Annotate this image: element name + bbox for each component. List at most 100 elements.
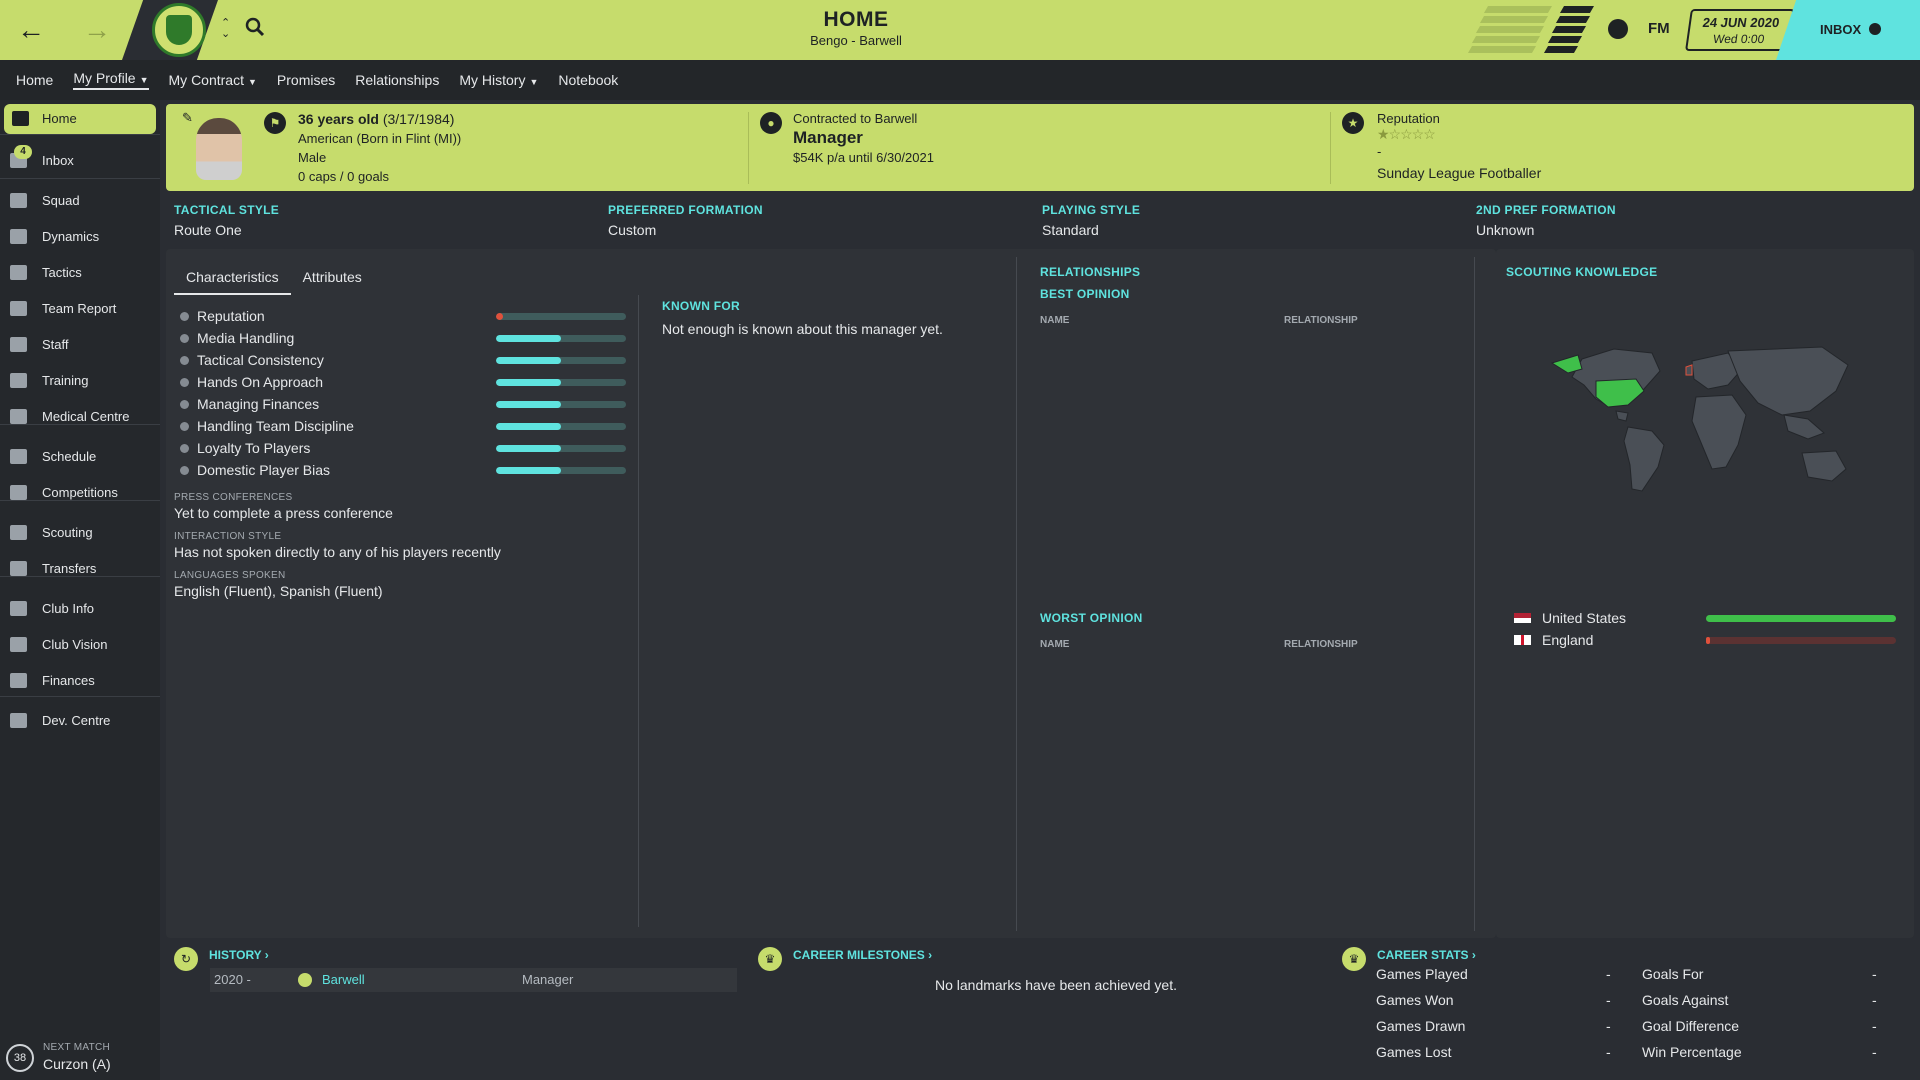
us-flag-icon	[1514, 613, 1531, 623]
stat-value: -	[1872, 1044, 1877, 1060]
sidebar-item[interactable]: Finances	[0, 664, 160, 698]
club-switch-icon[interactable]: ⌃ ⌄	[221, 17, 231, 40]
list-item[interactable]: Media Handling	[180, 327, 626, 349]
characteristic-label: Tactical Consistency	[197, 352, 324, 368]
edit-pencil-icon[interactable]: ✎	[182, 110, 193, 125]
tab-attributes[interactable]: Attributes	[302, 269, 362, 285]
sidebar-item[interactable]: Dynamics	[0, 220, 160, 254]
stat-value: -	[1606, 1044, 1611, 1060]
stat-label: Goals For	[1642, 966, 1704, 982]
sidebar-item[interactable]: Dev. Centre	[0, 704, 160, 738]
stat-label: Goals Against	[1642, 992, 1729, 1008]
contract-label[interactable]: Contracted to Barwell	[793, 111, 918, 126]
characteristic-bar	[496, 467, 626, 474]
history-link[interactable]: HISTORY ›	[209, 948, 269, 962]
inbox-continue-button[interactable]: INBOX	[1776, 0, 1920, 60]
sidebar-item[interactable]: Competitions	[0, 476, 160, 510]
back-arrow-icon[interactable]: ←	[17, 14, 45, 45]
info-icon	[180, 378, 189, 387]
characteristic-label: Reputation	[197, 308, 265, 324]
characteristic-bar	[496, 445, 626, 452]
list-item[interactable]: Domestic Player Bias	[180, 459, 626, 481]
reputation-level: Sunday League Footballer	[1377, 165, 1542, 181]
shield-icon	[10, 601, 27, 616]
subnav-item-label: My History	[459, 72, 526, 88]
sidebar-item[interactable]: Transfers	[0, 552, 160, 586]
best-relationship-header[interactable]: RELATIONSHIP	[1284, 315, 1358, 326]
sidebar-divider	[0, 424, 160, 425]
list-item[interactable]: Loyalty To Players	[180, 437, 626, 459]
sidebar-item-label: Club Vision	[42, 637, 108, 652]
table-row[interactable]: 2020 - Barwell Manager	[210, 968, 737, 992]
sidebar-item[interactable]: Training	[0, 364, 160, 398]
world-map-icon[interactable]	[1532, 341, 1872, 521]
list-item[interactable]: Hands On Approach	[180, 371, 626, 393]
subnav-item-label: My Profile	[73, 70, 136, 86]
dynamics-icon	[10, 229, 27, 244]
scouting-title: SCOUTING KNOWLEDGE	[1506, 265, 1658, 279]
continue-arrow-icon	[1869, 23, 1882, 35]
list-item[interactable]: United States	[1508, 608, 1902, 628]
best-opinion-label: BEST OPINION	[1040, 287, 1130, 301]
list-item[interactable]: Reputation	[180, 305, 626, 327]
characteristic-label: Domestic Player Bias	[197, 462, 331, 478]
subnav-item[interactable]: Notebook	[558, 72, 618, 88]
subnav-item[interactable]: Relationships	[355, 72, 439, 88]
worst-name-header[interactable]: NAME	[1040, 639, 1070, 650]
subnav-item[interactable]: My Profile ▼	[73, 70, 149, 90]
list-item[interactable]: England	[1508, 630, 1902, 650]
next-match-widget[interactable]: 38 NEXT MATCH Curzon (A)	[0, 1040, 160, 1080]
stat-label: Games Lost	[1376, 1044, 1452, 1060]
tactics-icon	[10, 265, 27, 280]
known-for-label: KNOWN FOR	[662, 299, 741, 313]
sidebar-item-label: Scouting	[42, 525, 93, 540]
finances-icon	[10, 673, 27, 688]
info-icon	[180, 334, 189, 343]
page-title: HOME	[823, 8, 889, 31]
worst-relationship-header[interactable]: RELATIONSHIP	[1284, 639, 1358, 650]
sidebar-item[interactable]: Tactics	[0, 256, 160, 290]
date-display[interactable]: 24 JUN 2020 Wed 0:00	[1685, 9, 1795, 51]
sidebar-item[interactable]: Club Info	[0, 592, 160, 626]
sidebar-item[interactable]: Squad	[0, 184, 160, 218]
next-match-opponent: Curzon (A)	[43, 1056, 111, 1072]
list-item[interactable]: Managing Finances	[180, 393, 626, 415]
subnav-item[interactable]: My History ▼	[459, 72, 538, 88]
sidebar-item[interactable]: Schedule	[0, 440, 160, 474]
info-icon	[180, 400, 189, 409]
sidebar-item[interactable]: Home	[4, 104, 156, 134]
subnav-item[interactable]: My Contract ▼	[169, 72, 257, 88]
subnav-item[interactable]: Home	[16, 72, 53, 88]
sidebar-item[interactable]: Medical Centre	[0, 400, 160, 434]
press-value: Yet to complete a press conference	[174, 505, 393, 521]
subnav-item[interactable]: Promises	[277, 72, 335, 88]
detail-tabs: Characteristics Attributes	[174, 261, 374, 295]
club-crest-icon[interactable]	[152, 3, 206, 57]
info-icon	[180, 444, 189, 453]
reputation-label: Reputation	[1377, 111, 1440, 126]
characteristic-label: Handling Team Discipline	[197, 418, 354, 434]
known-for-value: Not enough is known about this manager y…	[662, 321, 943, 337]
subnav-item-label: Promises	[276, 72, 336, 88]
best-name-header[interactable]: NAME	[1040, 315, 1070, 326]
gender: Male	[298, 150, 327, 165]
characteristic-label: Loyalty To Players	[197, 440, 311, 456]
career-milestones-link[interactable]: CAREER MILESTONES ›	[793, 948, 933, 962]
history-club-link[interactable]: Barwell	[322, 972, 365, 987]
sidebar-item[interactable]: Staff	[0, 328, 160, 362]
tab-characteristics[interactable]: Characteristics	[174, 261, 291, 295]
list-item[interactable]: Tactical Consistency	[180, 349, 626, 371]
search-icon[interactable]	[244, 16, 266, 38]
history-icon: ↻	[174, 947, 198, 971]
page-subtitle: Bengo - Barwell	[810, 33, 902, 48]
sidebar-item[interactable]: Scouting	[0, 516, 160, 550]
world-icon[interactable]	[1608, 19, 1628, 39]
fm-logo[interactable]: FM	[1648, 20, 1670, 37]
forward-arrow-icon[interactable]: →	[83, 14, 111, 45]
sidebar-item[interactable]: Club Vision	[0, 628, 160, 662]
info-icon	[180, 466, 189, 475]
sidebar-item[interactable]: Team Report	[0, 292, 160, 326]
career-stats-link[interactable]: CAREER STATS ›	[1377, 948, 1476, 962]
list-item[interactable]: Handling Team Discipline	[180, 415, 626, 437]
vision-icon	[10, 637, 27, 652]
